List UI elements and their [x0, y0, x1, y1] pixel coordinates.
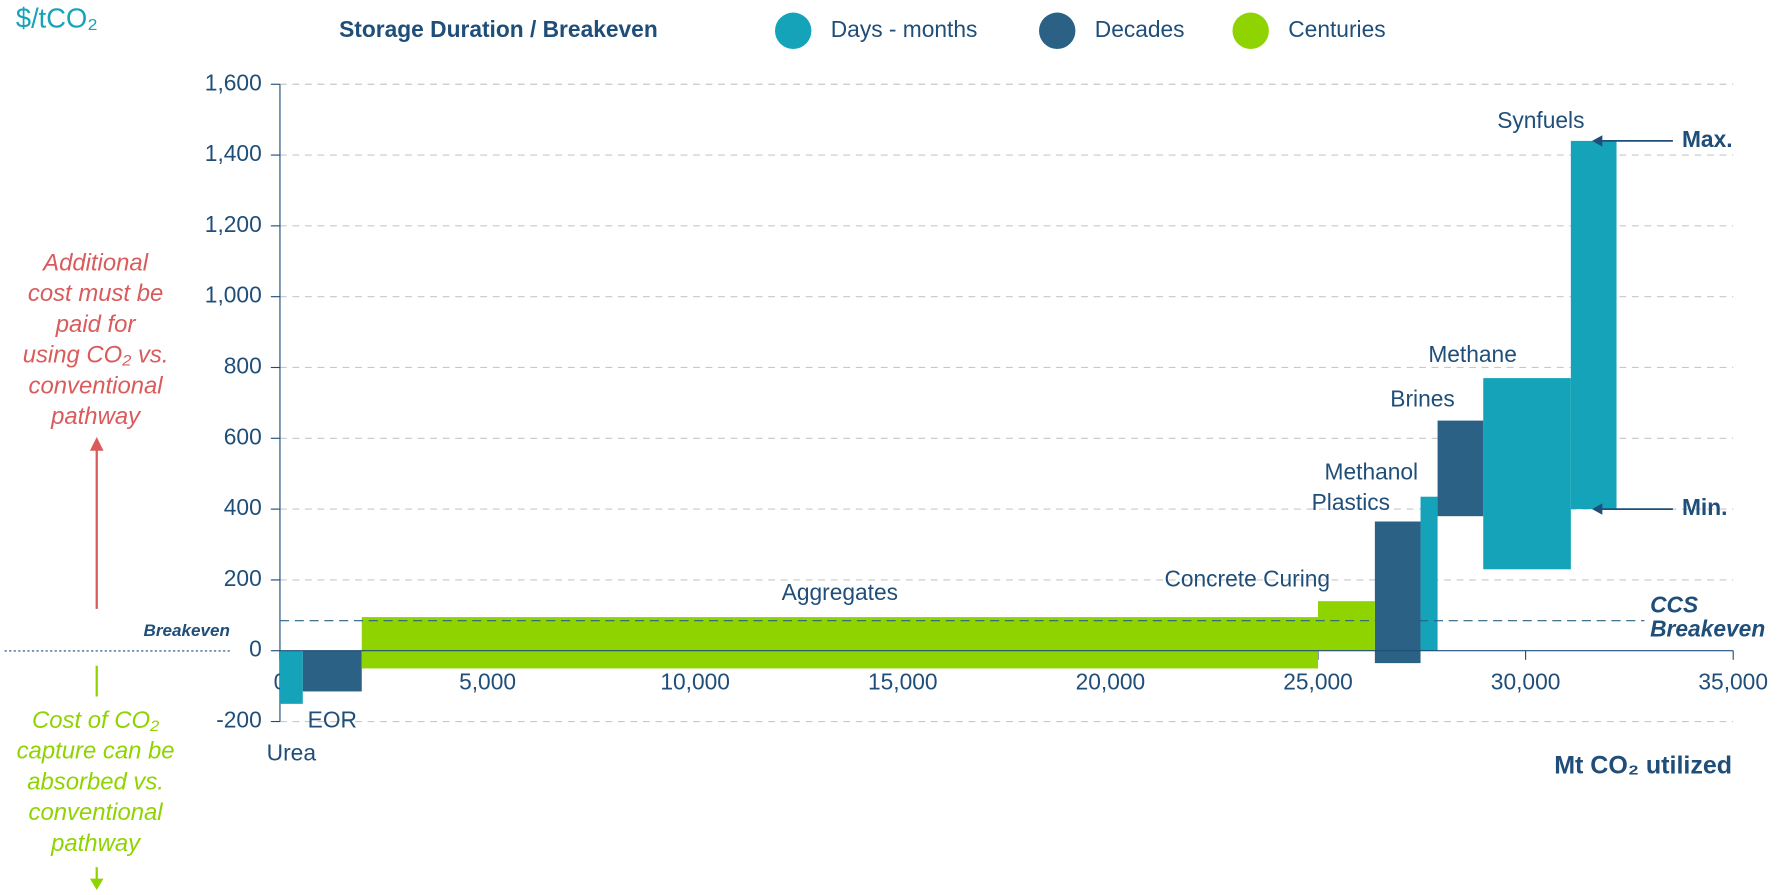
- bar-label: Methane: [1428, 341, 1517, 367]
- y-tick-label: -200: [216, 707, 262, 733]
- y-tick-label: 200: [224, 565, 262, 591]
- arrow-head: [89, 878, 104, 890]
- annotation-above: cost must be: [28, 280, 163, 307]
- bar: [361, 617, 1318, 669]
- annotation-below: capture can be: [17, 738, 175, 765]
- bar: [1374, 521, 1421, 664]
- annotation-above: conventional: [29, 372, 164, 399]
- bar: [1570, 140, 1617, 510]
- y-tick-label: 0: [249, 636, 262, 662]
- legend-label: Centuries: [1288, 16, 1385, 42]
- x-tick-label: 20,000: [1076, 669, 1146, 695]
- x-tick-label: 10,000: [660, 669, 730, 695]
- annotation-below: Cost of CO₂: [32, 707, 159, 734]
- annotation-above: pathway: [50, 403, 142, 430]
- x-tick-label: 35,000: [1698, 669, 1768, 695]
- breakeven-label: Breakeven: [144, 621, 230, 640]
- bar-label: Aggregates: [782, 579, 898, 605]
- y-tick-label: 400: [224, 494, 262, 520]
- bar: [302, 650, 362, 692]
- bar-label: Synfuels: [1497, 107, 1584, 133]
- bar: [1483, 378, 1571, 570]
- y-tick-label: 600: [224, 423, 262, 449]
- ccs-breakeven-label: CCS: [1650, 592, 1698, 618]
- pointer-label: Min.: [1682, 494, 1728, 520]
- legend-swatch: [774, 12, 812, 49]
- annotation-above: Additional: [41, 249, 149, 276]
- pointer-label: Max.: [1682, 126, 1733, 152]
- pointer-head: [1592, 135, 1603, 147]
- bar: [1317, 601, 1375, 651]
- annotation-below: absorbed vs.: [27, 768, 164, 795]
- legend-label: Days - months: [831, 16, 978, 42]
- bar-label: EOR: [308, 707, 357, 733]
- bar-label: Concrete Curing: [1164, 565, 1330, 591]
- annotation-above: using CO₂ vs.: [23, 342, 169, 369]
- arrow-head: [89, 437, 104, 451]
- x-tick-label: 25,000: [1283, 669, 1353, 695]
- x-axis-label: Mt CO₂ utilized: [1554, 752, 1732, 780]
- bar-label: Urea: [267, 740, 317, 766]
- y-axis-label: $/tCO₂: [16, 3, 98, 34]
- legend-title: Storage Duration / Breakeven: [339, 16, 658, 42]
- bar-label: Brines: [1390, 386, 1454, 412]
- bar: [1420, 496, 1438, 651]
- annotation-below: conventional: [29, 799, 164, 826]
- y-tick-label: 1,600: [205, 69, 262, 95]
- bar-label: Plastics: [1312, 489, 1390, 515]
- x-tick-label: 15,000: [868, 669, 938, 695]
- y-tick-label: 1,000: [205, 282, 262, 308]
- legend-label: Decades: [1095, 16, 1185, 42]
- y-tick-label: 1,200: [205, 211, 262, 237]
- annotation-above: paid for: [55, 311, 137, 338]
- bar: [1437, 420, 1484, 517]
- ccs-breakeven-label: Breakeven: [1650, 616, 1765, 642]
- x-tick-label: 5,000: [459, 669, 516, 695]
- legend-swatch: [1039, 12, 1076, 49]
- annotation-below: pathway: [50, 830, 142, 857]
- bar: [279, 650, 303, 704]
- legend-swatch: [1232, 12, 1269, 49]
- bar-label: Methanol: [1325, 458, 1419, 484]
- y-tick-label: 1,400: [205, 140, 262, 166]
- pointer-head: [1592, 503, 1603, 515]
- y-tick-label: 800: [224, 353, 262, 379]
- x-tick-label: 30,000: [1491, 669, 1561, 695]
